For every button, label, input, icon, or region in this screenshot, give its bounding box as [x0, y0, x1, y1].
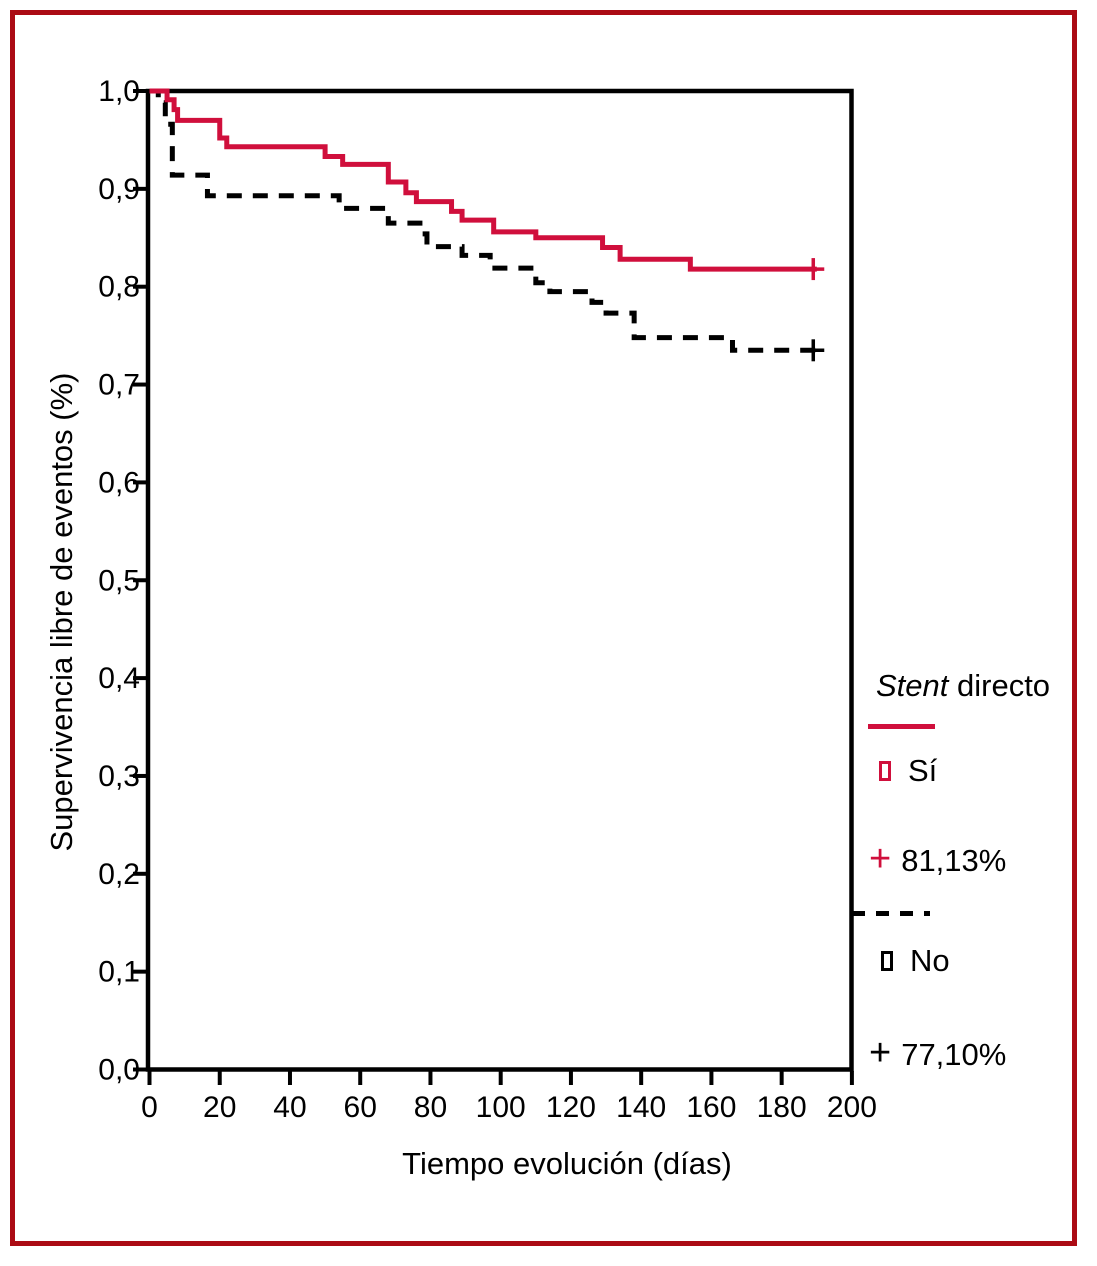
- y-tick-label: 0,6: [98, 466, 140, 499]
- x-tick-label: 40: [273, 1091, 306, 1124]
- x-tick-label: 180: [757, 1091, 807, 1124]
- x-tick-label: 100: [476, 1091, 526, 1124]
- x-tick-label: 120: [546, 1091, 596, 1124]
- y-tick-label: 0,3: [98, 760, 140, 793]
- y-tick-label: 0,8: [98, 271, 140, 304]
- y-tick-label: 1,0: [98, 75, 140, 108]
- y-tick-label: 0,2: [98, 858, 140, 891]
- y-tick-label: 0,5: [98, 564, 140, 597]
- y-axis-title: Supervivencia libre de eventos (%): [44, 372, 79, 852]
- x-tick-label: 20: [203, 1091, 236, 1124]
- y-tick-label: 0,7: [98, 369, 140, 402]
- x-tick-label: 80: [414, 1091, 447, 1124]
- plot-box: [145, 88, 854, 1072]
- y-tick-label: 0,9: [98, 173, 140, 206]
- x-tick-label: 140: [616, 1091, 666, 1124]
- x-tick-label: 200: [827, 1091, 877, 1124]
- survival-curve-no: [149, 88, 817, 353]
- x-tick-label: 60: [344, 1091, 377, 1124]
- x-axis-title: Tiempo evolución (días): [402, 1146, 732, 1181]
- survival-curve-si: [149, 88, 817, 272]
- y-tick-label: 0,1: [98, 956, 140, 989]
- y-tick-label: 0,4: [98, 662, 140, 695]
- y-tick-label: 0,0: [98, 1054, 140, 1087]
- x-tick-label: 0: [141, 1091, 158, 1124]
- x-tick-label: 160: [686, 1091, 736, 1124]
